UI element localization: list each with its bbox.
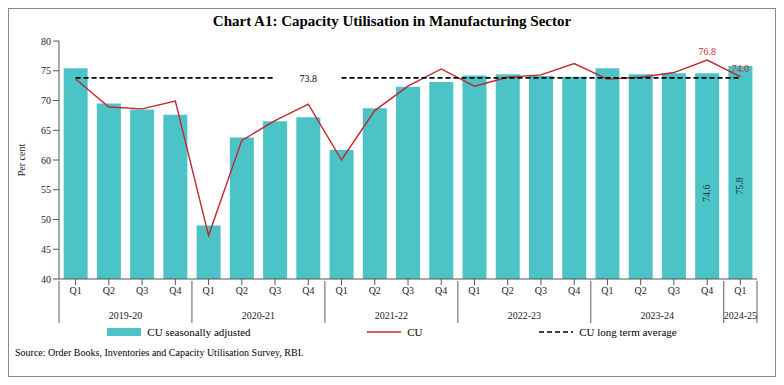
svg-text:Q2: Q2 (236, 285, 248, 296)
html-text:Source: Order Books, Inventori: Source: Order Books, Inventories and Cap… (15, 347, 304, 358)
svg-text:Q1: Q1 (335, 285, 347, 296)
svg-text:2024-25: 2024-25 (724, 310, 757, 321)
svg-text:Q4: Q4 (302, 285, 314, 296)
svg-text:Q3: Q3 (668, 285, 680, 296)
svg-text:Q1: Q1 (734, 285, 746, 296)
svg-text:2019-20: 2019-20 (109, 310, 142, 321)
svg-text:2022-23: 2022-23 (508, 310, 541, 321)
svg-text:80: 80 (41, 36, 51, 47)
svg-text:75: 75 (41, 65, 51, 76)
svg-text:70: 70 (41, 95, 51, 106)
svg-text:Q1: Q1 (70, 285, 82, 296)
svg-text:50: 50 (41, 214, 51, 225)
svg-text:Q1: Q1 (468, 285, 480, 296)
svg-text:74.6: 74.6 (701, 184, 712, 202)
svg-text:Q2: Q2 (369, 285, 381, 296)
svg-text:40: 40 (41, 274, 51, 285)
svg-text:60: 60 (41, 155, 51, 166)
svg-text:45: 45 (41, 244, 51, 255)
html-text:Chart A1: Capacity Utilisation: Chart A1: Capacity Utilisation in Manufa… (212, 13, 572, 29)
svg-text:Q4: Q4 (568, 285, 580, 296)
svg-text:2023-24: 2023-24 (641, 310, 674, 321)
svg-text:2021-22: 2021-22 (375, 310, 408, 321)
svg-text:Q3: Q3 (535, 285, 547, 296)
svg-text:Q2: Q2 (502, 285, 514, 296)
svg-text:Q1: Q1 (202, 285, 214, 296)
svg-text:Q4: Q4 (701, 285, 713, 296)
svg-text:65: 65 (41, 125, 51, 136)
svg-text:74.0: 74.0 (732, 63, 750, 74)
html-text:CU long term average: CU long term average (579, 326, 677, 338)
svg-text:55: 55 (41, 184, 51, 195)
svg-text:73.8: 73.8 (300, 73, 318, 84)
svg-text:2020-21: 2020-21 (242, 310, 275, 321)
svg-text:Q1: Q1 (601, 285, 613, 296)
svg-text:75.8: 75.8 (734, 177, 745, 195)
svg-text:Q4: Q4 (435, 285, 447, 296)
svg-text:Per cent: Per cent (16, 144, 27, 177)
svg-text:Q3: Q3 (269, 285, 281, 296)
svg-text:Q4: Q4 (169, 285, 181, 296)
html-text:CU seasonally adjusted: CU seasonally adjusted (147, 326, 251, 338)
svg-text:Q2: Q2 (103, 285, 115, 296)
html-text:CU: CU (407, 326, 423, 338)
svg-text:Q2: Q2 (635, 285, 647, 296)
svg-text:Q3: Q3 (136, 285, 148, 296)
svg-text:76.8: 76.8 (698, 46, 716, 57)
svg-text:Q3: Q3 (402, 285, 414, 296)
